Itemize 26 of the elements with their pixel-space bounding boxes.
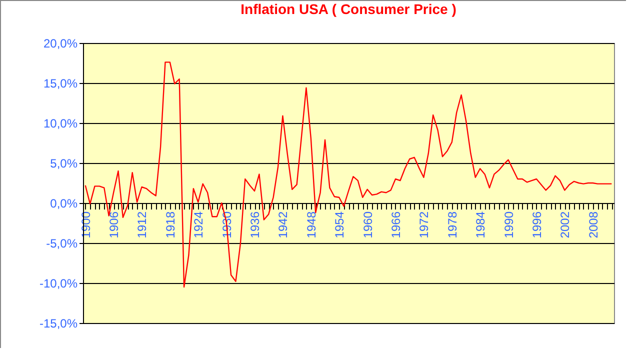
x-tick-label: 2008 [586, 211, 600, 238]
x-tick-label: 1978 [445, 211, 460, 238]
x-tick-label: 1972 [417, 211, 432, 238]
y-tick-label: 10,0% [43, 116, 78, 130]
x-tick-label: 1942 [276, 211, 290, 238]
x-tick-label: 1918 [163, 211, 178, 238]
y-tick-label: -10,0% [39, 276, 78, 290]
y-tick-label: 0,0% [50, 196, 78, 210]
x-tick-label: 1948 [304, 211, 318, 238]
x-tick-label: 1954 [332, 211, 347, 238]
chart-title: Inflation USA ( Consumer Price ) [240, 1, 456, 17]
x-tick-label: 2002 [558, 211, 572, 238]
x-tick-label: 1906 [107, 211, 122, 238]
x-tick-label: 1924 [192, 211, 206, 238]
x-tick-label: 1990 [502, 211, 516, 238]
y-tick-label: 15,0% [43, 76, 78, 90]
x-tick-label: 1912 [135, 211, 150, 238]
y-tick-label: 20,0% [43, 36, 78, 50]
x-tick-label: 1960 [360, 211, 375, 238]
x-tick-label: 1984 [474, 211, 488, 238]
y-tick-label: -15,0% [39, 316, 78, 330]
x-tick-label: 1996 [530, 211, 544, 238]
x-tick-label: 1966 [388, 211, 403, 238]
y-tick-label: 5,0% [50, 156, 78, 170]
y-tick-label: -5,0% [46, 236, 78, 250]
x-tick-label: 1936 [248, 211, 262, 238]
